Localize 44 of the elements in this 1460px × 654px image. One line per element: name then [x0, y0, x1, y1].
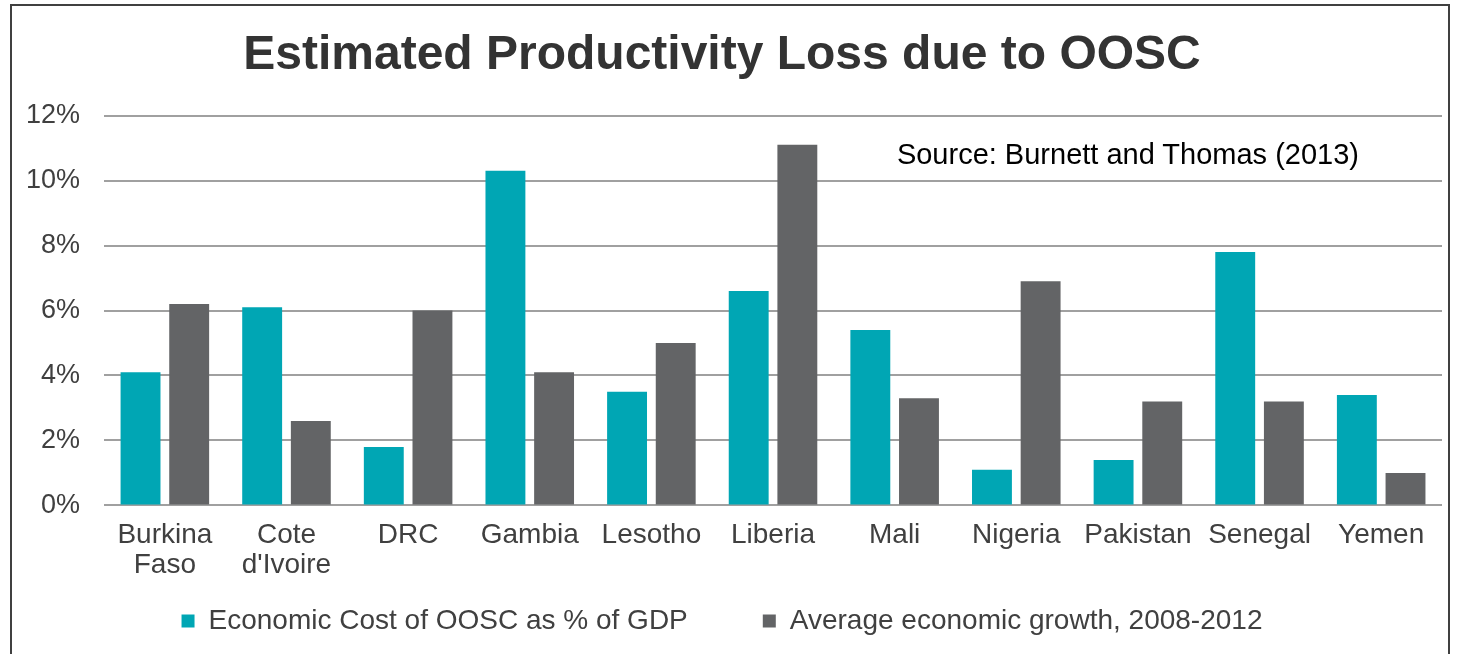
y-tick-label: 12% [25, 99, 81, 130]
y-tick-label: 0% [41, 488, 81, 519]
bar [777, 144, 818, 505]
x-tick-label: Cote d'Ivoire [241, 517, 332, 580]
x-tick-label: Liberia [730, 517, 816, 549]
x-tick-label: Pakistan [1084, 517, 1192, 549]
x-tick-label: Yemen [1338, 517, 1425, 549]
x-tick-label: Gambia [480, 517, 580, 549]
annotation: Source: Burnett and Thomas (2013) [896, 137, 1359, 170]
bar [242, 307, 283, 505]
y-tick-label: 2% [41, 423, 81, 454]
bar [899, 398, 939, 505]
bar [169, 304, 210, 505]
x-tick-label: Lesotho [601, 517, 702, 549]
bar [728, 291, 769, 505]
bar [1336, 394, 1377, 505]
bar [655, 342, 696, 505]
legend-label: Economic Cost of OOSC as % of GDP [208, 603, 688, 635]
bar [607, 391, 648, 505]
bar [534, 372, 575, 505]
x-tick-label: Mali [868, 517, 921, 549]
bar [1020, 281, 1061, 505]
bar [972, 469, 1012, 505]
bar [1093, 459, 1134, 505]
y-tick-label: 8% [41, 228, 81, 259]
chart-title: Estimated Productivity Loss due to OOSC [243, 26, 1201, 80]
y-tick-label: 10% [25, 164, 81, 195]
y-tick-label: 6% [41, 293, 81, 324]
bar [850, 329, 891, 505]
x-tick-label: DRC [377, 517, 439, 549]
bar [120, 372, 161, 505]
bar [1385, 472, 1426, 505]
y-tick-label: 4% [41, 358, 81, 389]
bar [1215, 252, 1256, 505]
x-tick-label: Senegal [1208, 517, 1311, 549]
bar [1142, 401, 1183, 505]
bar [290, 420, 331, 505]
bar [1263, 401, 1304, 505]
legend-label: Average economic growth, 2008-2012 [789, 603, 1263, 635]
bar [485, 170, 526, 505]
x-tick-label: Nigeria [971, 517, 1062, 549]
bar [363, 446, 404, 505]
bar [412, 310, 453, 505]
x-tick-label: Burkina Faso [117, 517, 213, 580]
